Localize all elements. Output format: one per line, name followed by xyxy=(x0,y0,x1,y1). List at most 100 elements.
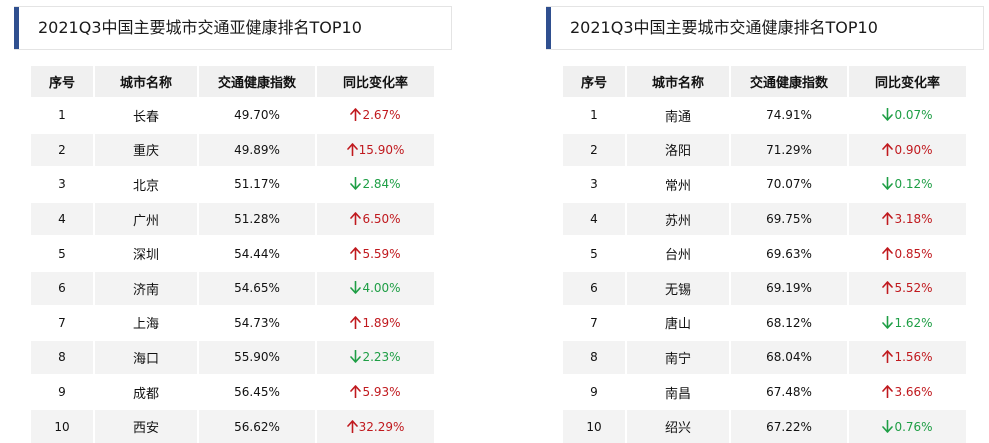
change-value: 3.18% xyxy=(882,212,933,226)
cell-change: 1.62% xyxy=(847,304,966,340)
subhealth-ranking-panel: 2021Q3中国主要城市交通亚健康排名TOP10 序号 城市名称 交通健康指数 … xyxy=(14,0,452,443)
change-value: 4.00% xyxy=(350,280,401,295)
cell-change: 0.07% xyxy=(847,97,966,132)
change-text: 32.29% xyxy=(358,419,405,434)
cell-rank: 10 xyxy=(31,408,93,443)
table-header-row: 序号 城市名称 交通健康指数 同比变化率 xyxy=(563,66,966,97)
change-text: 1.62% xyxy=(894,315,933,330)
arrow-up-icon xyxy=(350,108,362,122)
cell-rank: 2 xyxy=(563,131,625,167)
cell-index: 68.12% xyxy=(729,304,847,340)
change-value: 5.93% xyxy=(350,385,401,399)
arrow-up-icon xyxy=(882,212,894,226)
cell-index: 67.48% xyxy=(729,373,847,409)
cell-city: 上海 xyxy=(93,304,197,340)
cell-index: 54.44% xyxy=(197,235,315,270)
header-change: 同比变化率 xyxy=(315,66,434,97)
cell-rank: 7 xyxy=(31,304,93,340)
cell-index: 51.28% xyxy=(197,200,315,236)
arrow-down-icon xyxy=(882,107,894,122)
cell-rank: 8 xyxy=(31,339,93,374)
table-row: 1 南通 74.91% 0.07% xyxy=(563,97,966,132)
cell-city: 绍兴 xyxy=(625,408,729,443)
cell-change: 6.50% xyxy=(315,200,434,236)
cell-rank: 6 xyxy=(563,269,625,305)
cell-index: 71.29% xyxy=(729,131,847,167)
arrow-up-icon xyxy=(350,316,362,330)
cell-index: 56.45% xyxy=(197,373,315,409)
change-value: 0.07% xyxy=(882,107,933,122)
arrow-down-icon xyxy=(882,315,894,329)
cell-city: 深圳 xyxy=(93,235,197,270)
cell-city: 无锡 xyxy=(625,269,729,305)
cell-rank: 1 xyxy=(563,97,625,132)
header-city: 城市名称 xyxy=(93,66,197,97)
cell-change: 2.67% xyxy=(315,97,434,132)
cell-change: 5.93% xyxy=(315,373,434,409)
cell-change: 0.85% xyxy=(847,235,966,270)
cell-city: 唐山 xyxy=(625,304,729,340)
cell-index: 70.07% xyxy=(729,166,847,201)
arrow-up-icon xyxy=(882,350,894,364)
cell-index: 69.19% xyxy=(729,269,847,305)
change-value: 0.85% xyxy=(882,246,933,261)
cell-change: 1.89% xyxy=(315,304,434,340)
cell-change: 2.23% xyxy=(315,339,434,374)
change-value: 32.29% xyxy=(346,419,405,434)
arrow-up-icon xyxy=(882,246,894,260)
change-value: 0.12% xyxy=(882,177,933,191)
cell-rank: 3 xyxy=(563,166,625,201)
table-row: 4 苏州 69.75% 3.18% xyxy=(563,200,966,236)
arrow-up-icon xyxy=(350,212,362,226)
change-text: 2.23% xyxy=(362,350,401,365)
table-row: 8 南宁 68.04% 1.56% xyxy=(563,339,966,374)
cell-index: 54.73% xyxy=(197,304,315,340)
change-text: 1.89% xyxy=(362,315,401,330)
table-row: 4 广州 51.28% 6.50% xyxy=(31,200,434,236)
cell-rank: 10 xyxy=(563,408,625,443)
header-change: 同比变化率 xyxy=(847,66,966,97)
table-row: 5 台州 69.63% 0.85% xyxy=(563,235,966,270)
cell-rank: 1 xyxy=(31,97,93,132)
change-value: 0.76% xyxy=(882,419,933,434)
change-text: 6.50% xyxy=(362,212,401,227)
arrow-up-icon xyxy=(882,143,894,157)
change-text: 0.76% xyxy=(894,419,933,434)
arrow-down-icon xyxy=(882,177,894,191)
table-row: 10 西安 56.62% 32.29% xyxy=(31,408,434,443)
cell-change: 5.59% xyxy=(315,235,434,270)
cell-city: 海口 xyxy=(93,339,197,374)
cell-index: 74.91% xyxy=(729,97,847,132)
panel-title: 2021Q3中国主要城市交通健康排名TOP10 xyxy=(570,18,878,37)
table-row: 10 绍兴 67.22% 0.76% xyxy=(563,408,966,443)
table-row: 3 北京 51.17% 2.84% xyxy=(31,166,434,201)
table-row: 6 无锡 69.19% 5.52% xyxy=(563,269,966,305)
change-value: 2.67% xyxy=(350,108,401,122)
cell-rank: 3 xyxy=(31,166,93,201)
cell-city: 南通 xyxy=(625,97,729,132)
cell-index: 49.70% xyxy=(197,97,315,132)
arrow-down-icon xyxy=(350,350,362,364)
cell-change: 1.56% xyxy=(847,339,966,374)
cell-index: 51.17% xyxy=(197,166,315,201)
cell-rank: 7 xyxy=(563,304,625,340)
cell-city: 台州 xyxy=(625,235,729,270)
cell-change: 3.66% xyxy=(847,373,966,409)
table-row: 7 上海 54.73% 1.89% xyxy=(31,304,434,340)
cell-change: 0.12% xyxy=(847,166,966,201)
header-rank: 序号 xyxy=(31,66,93,97)
cell-change: 3.18% xyxy=(847,200,966,236)
subhealth-ranking-table: 序号 城市名称 交通健康指数 同比变化率 1 长春 49.70% 2.67% 2 重庆 49… xyxy=(31,66,434,443)
cell-index: 54.65% xyxy=(197,269,315,305)
change-text: 0.85% xyxy=(894,246,933,261)
table-row: 9 成都 56.45% 5.93% xyxy=(31,373,434,409)
table-row: 2 重庆 49.89% 15.90% xyxy=(31,131,434,167)
change-value: 1.62% xyxy=(882,315,933,330)
table-row: 1 长春 49.70% 2.67% xyxy=(31,97,434,132)
arrow-down-icon xyxy=(350,177,362,191)
change-value: 1.56% xyxy=(882,350,933,364)
arrow-down-icon xyxy=(350,280,362,295)
panel-title: 2021Q3中国主要城市交通亚健康排名TOP10 xyxy=(38,18,362,37)
table-row: 6 济南 54.65% 4.00% xyxy=(31,269,434,305)
title-accent-bar xyxy=(546,7,551,49)
